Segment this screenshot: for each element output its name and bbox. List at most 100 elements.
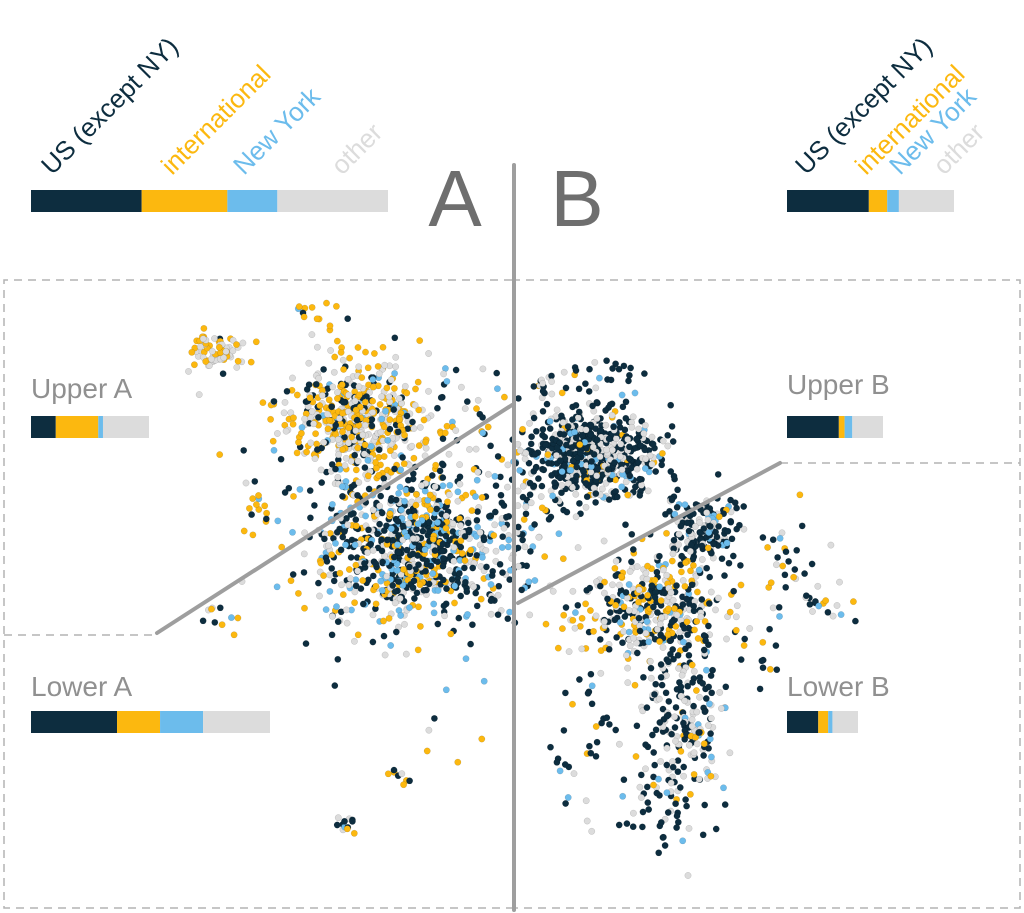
scatter-point: [681, 582, 689, 590]
scatter-point: [392, 353, 400, 361]
scatter-point: [685, 824, 693, 832]
bar-group-a-segment-us: [31, 190, 142, 212]
scatter-point: [609, 365, 617, 372]
scatter-point: [593, 398, 601, 406]
scatter-point: [572, 513, 580, 521]
scatter-point: [270, 397, 278, 405]
region-border-b: [512, 279, 1021, 909]
scatter-point: [446, 567, 454, 575]
scatter-point: [390, 406, 398, 414]
bar-upper-b-segment-intl: [838, 416, 845, 438]
scatter-point: [714, 594, 722, 602]
scatter-point: [560, 726, 568, 734]
scatter-point: [814, 582, 822, 590]
scatter-point: [700, 740, 708, 748]
scatter-point: [679, 719, 687, 727]
scatter-point: [625, 581, 633, 588]
scatter-point: [659, 705, 667, 713]
scatter-point: [434, 558, 442, 566]
scatter-point: [596, 582, 604, 590]
scatter-points: [185, 299, 859, 879]
scatter-point: [655, 552, 663, 560]
scatter-point: [622, 651, 630, 659]
scatter-point: [375, 471, 383, 479]
scatter-point: [408, 486, 416, 494]
scatter-point: [605, 435, 613, 443]
scatter-point: [700, 646, 708, 654]
scatter-point: [390, 452, 398, 459]
scatter-point: [701, 801, 709, 809]
scatter-point: [190, 361, 198, 369]
scatter-point: [647, 674, 655, 682]
scatter-point: [476, 529, 484, 536]
scatter-point: [687, 567, 694, 575]
bar-upper-b-segment-us: [787, 416, 839, 438]
scatter-point: [530, 414, 538, 422]
scatter-point: [450, 557, 458, 565]
scatter-point: [392, 363, 400, 371]
scatter-point: [690, 749, 698, 757]
scatter-point: [364, 549, 371, 556]
scatter-point: [597, 669, 605, 677]
scatter-point: [383, 572, 391, 580]
scatter-point: [702, 637, 710, 645]
scatter-point: [317, 559, 325, 567]
scatter-point: [554, 644, 562, 652]
scatter-point: [623, 594, 631, 602]
scatter-point: [594, 464, 602, 472]
scatter-point: [687, 541, 695, 549]
scatter-point: [325, 396, 333, 404]
scatter-point: [465, 526, 473, 534]
scatter-point: [352, 406, 360, 414]
scatter-point: [466, 445, 473, 453]
scatter-point: [620, 776, 628, 784]
scatter-point: [561, 462, 569, 470]
scatter-point: [414, 520, 422, 528]
scatter-point: [445, 491, 453, 499]
scatter-point: [798, 522, 806, 530]
divider-lines: [155, 163, 782, 912]
scatter-point: [273, 430, 281, 437]
scatter-point: [808, 560, 816, 568]
scatter-point: [526, 479, 534, 487]
scatter-point: [673, 611, 681, 619]
scatter-point: [461, 578, 469, 586]
scatter-point: [659, 833, 667, 841]
scatter-point: [637, 481, 645, 489]
scatter-point: [658, 461, 666, 469]
scatter-point: [541, 433, 549, 441]
scatter-point: [657, 757, 665, 765]
bar-lower-b-segment-other: [832, 711, 858, 733]
scatter-point: [229, 336, 237, 344]
scatter-point: [383, 536, 391, 544]
scatter-point: [697, 613, 705, 621]
scatter-point: [333, 821, 341, 829]
scatter-point: [278, 543, 286, 551]
scatter-point: [636, 627, 644, 635]
scatter-point: [615, 418, 623, 426]
scatter-point: [387, 376, 395, 384]
scatter-point: [342, 541, 349, 549]
scatter-point: [414, 646, 422, 654]
scatter-point: [392, 496, 400, 504]
scatter-point: [396, 594, 404, 602]
scatter-point: [344, 375, 352, 383]
scatter-point: [287, 409, 295, 417]
scatter-point: [553, 406, 561, 414]
scatter-point: [562, 384, 570, 392]
scatter-point: [613, 633, 621, 641]
scatter-point: [526, 491, 534, 499]
scatter-point: [348, 536, 356, 544]
divider-upper-lower-a: [155, 403, 514, 635]
scatter-point: [592, 498, 600, 506]
scatter-point: [317, 466, 325, 474]
scatter-point: [685, 641, 693, 649]
scatter-point: [582, 426, 590, 434]
scatter-point: [430, 600, 438, 608]
scatter-point: [700, 752, 708, 759]
scatter-point: [693, 617, 701, 625]
scatter-point: [629, 823, 637, 831]
scatter-point: [454, 758, 462, 766]
scatter-point: [323, 410, 331, 418]
